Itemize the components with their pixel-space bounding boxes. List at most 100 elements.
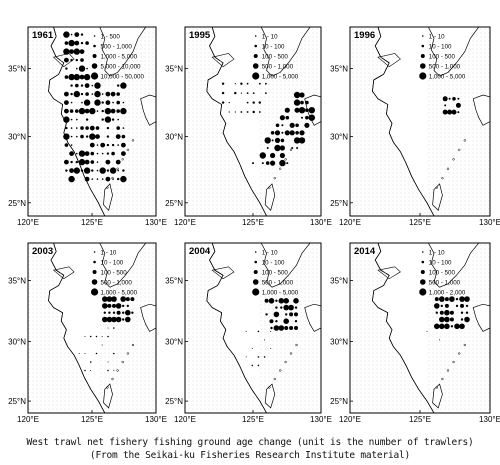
shandong-peninsula bbox=[377, 266, 401, 280]
trawler-density-dot bbox=[64, 108, 69, 114]
trawler-density-dot bbox=[111, 118, 115, 121]
legend-marker bbox=[420, 54, 425, 58]
legend-label: 100 - 500 bbox=[429, 54, 456, 61]
trawler-density-dot bbox=[107, 327, 109, 329]
trawler-density-dot bbox=[465, 304, 469, 308]
trawler-density-dot bbox=[106, 316, 113, 323]
trawler-density-dot bbox=[293, 298, 299, 304]
trawler-density-dot bbox=[275, 306, 278, 309]
trawler-density-dot bbox=[96, 152, 99, 155]
trawler-density-dot bbox=[264, 339, 266, 341]
lat-tick-label: 35°N bbox=[8, 276, 26, 285]
trawler-density-dot bbox=[449, 296, 455, 302]
trawler-density-dot bbox=[70, 84, 73, 87]
trawler-density-dot bbox=[99, 167, 106, 174]
lon-tick-label: 120°E bbox=[174, 415, 196, 424]
lat-tick-label: 25°N bbox=[165, 199, 183, 208]
legend-label: 10 - 100 bbox=[429, 44, 452, 51]
trawler-density-dot bbox=[89, 125, 95, 131]
legend-label: 1,000 - 5,000 bbox=[429, 74, 466, 81]
trawler-density-dot bbox=[75, 109, 79, 113]
trawler-density-dot bbox=[116, 126, 120, 130]
figure-caption: West trawl net fishery fishing ground ag… bbox=[26, 437, 474, 448]
trawler-density-dot bbox=[76, 67, 78, 70]
china-coastline-outline bbox=[27, 242, 106, 414]
korea-peninsula bbox=[260, 26, 311, 77]
trawler-density-dot bbox=[261, 162, 264, 165]
island-mark bbox=[279, 167, 282, 170]
trawler-density-dot bbox=[101, 178, 104, 180]
legend-marker bbox=[252, 279, 259, 285]
island-mark bbox=[284, 158, 287, 161]
trawler-density-dot bbox=[274, 144, 281, 152]
trawler-density-dot bbox=[102, 303, 108, 309]
korea-peninsula bbox=[260, 242, 311, 288]
trawler-density-dot bbox=[131, 311, 134, 314]
shandong-peninsula bbox=[211, 266, 235, 280]
trawler-density-dot bbox=[275, 123, 280, 128]
legend-label: 1 - 10 bbox=[101, 250, 117, 257]
trawler-density-dot bbox=[115, 159, 121, 165]
trawler-density-dot bbox=[457, 111, 460, 114]
lon-tick-label: 125°E bbox=[242, 218, 264, 227]
legend-marker bbox=[421, 44, 425, 48]
lat-tick-label: 25°N bbox=[165, 397, 183, 406]
trawler-density-dot bbox=[270, 131, 275, 135]
island-mark bbox=[441, 377, 444, 381]
trawler-density-dot bbox=[70, 92, 73, 96]
legend-marker bbox=[93, 251, 96, 253]
trawler-density-dot bbox=[125, 316, 131, 323]
trawler-density-dot bbox=[70, 101, 73, 104]
trawler-density-dot bbox=[85, 126, 89, 130]
trawler-density-dot bbox=[240, 82, 243, 85]
trawler-density-dot bbox=[240, 92, 242, 94]
trawler-density-dot bbox=[301, 116, 303, 119]
trawler-density-dot bbox=[90, 151, 95, 156]
trawler-density-dot bbox=[295, 131, 299, 135]
trawler-density-dot bbox=[107, 361, 109, 363]
taiwan-island bbox=[264, 183, 276, 211]
trawler-density-dot bbox=[78, 150, 86, 157]
island-mark bbox=[126, 352, 129, 355]
trawler-density-dot bbox=[289, 122, 295, 128]
trawler-density-dot bbox=[299, 92, 305, 98]
lat-tick-label: 30°N bbox=[330, 133, 348, 142]
legend-label: 1 - 500 bbox=[101, 34, 121, 41]
legend-marker bbox=[90, 288, 99, 296]
lat-tick-label: 30°N bbox=[8, 133, 26, 142]
trawler-density-dot bbox=[265, 92, 267, 94]
map-panel-1961: 1961 1 - 500 500 - 1,000 1,000 - 5,000 5,000… bbox=[8, 26, 167, 227]
trawler-density-dot bbox=[451, 109, 457, 115]
trawler-density-dot bbox=[460, 318, 464, 321]
legend-label: 10 - 100 bbox=[262, 44, 285, 51]
island-mark bbox=[435, 386, 438, 389]
trawler-density-dot bbox=[116, 92, 120, 96]
legend-marker bbox=[252, 72, 260, 80]
lon-tick-label: 120°E bbox=[339, 218, 361, 227]
trawler-density-dot bbox=[266, 147, 269, 149]
trawler-density-dot bbox=[117, 118, 119, 121]
trawler-density-dot bbox=[80, 33, 84, 36]
lat-tick-label: 30°N bbox=[8, 338, 26, 347]
trawler-density-dot bbox=[460, 311, 464, 314]
trawler-density-dot bbox=[102, 296, 108, 302]
lat-tick-label: 25°N bbox=[330, 397, 348, 406]
taiwan-island bbox=[264, 383, 276, 409]
trawler-density-dot bbox=[447, 109, 453, 115]
legend-label: 500 - 1,000 bbox=[262, 64, 294, 71]
legend-marker bbox=[253, 54, 258, 58]
trawler-density-dot bbox=[284, 107, 290, 113]
trawler-density-dot bbox=[89, 361, 92, 363]
trawler-density-dot bbox=[68, 73, 75, 81]
trawler-density-dot bbox=[252, 110, 255, 114]
trawler-density-dot bbox=[289, 326, 294, 330]
trawler-density-dot bbox=[100, 142, 106, 148]
lat-tick-label: 25°N bbox=[8, 199, 26, 208]
lon-tick-label: 130°E bbox=[479, 415, 500, 424]
trawler-density-dot bbox=[68, 39, 75, 47]
trawler-density-dot bbox=[101, 118, 104, 121]
trawler-density-dot bbox=[294, 320, 298, 323]
trawler-density-dot bbox=[246, 101, 249, 104]
trawler-density-dot bbox=[246, 92, 249, 94]
legend-marker bbox=[93, 35, 96, 37]
